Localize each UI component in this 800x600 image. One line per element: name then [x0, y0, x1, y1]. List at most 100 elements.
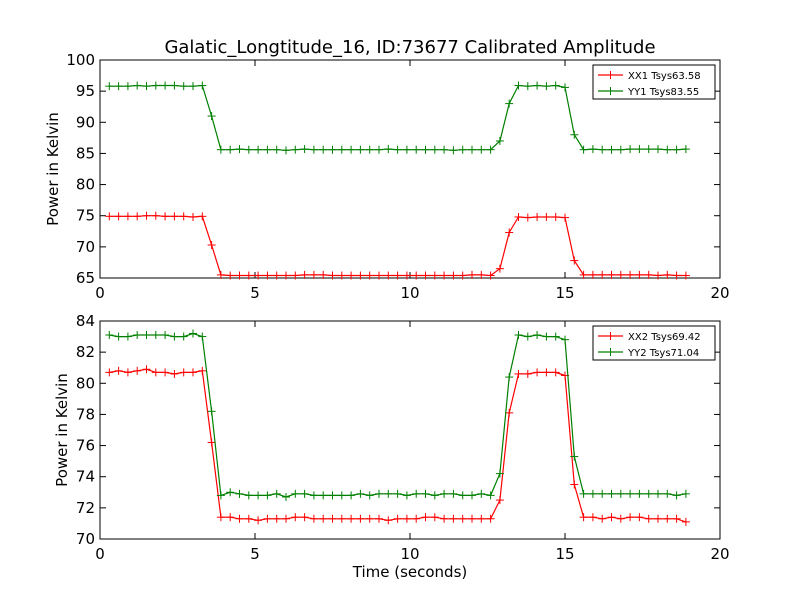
data-point [319, 491, 328, 500]
data-point [179, 332, 188, 341]
data-point [300, 489, 309, 498]
data-point [254, 145, 263, 154]
data-point [421, 513, 430, 522]
data-point [579, 489, 588, 498]
data-point [198, 81, 207, 90]
data-point [495, 469, 504, 478]
data-point [375, 145, 383, 154]
data-point [598, 489, 607, 498]
data-point [198, 332, 207, 341]
data-point [244, 514, 253, 523]
legend-item: XX2 Tsys69.42 [598, 332, 701, 343]
data-point [533, 331, 542, 340]
data-point [384, 145, 393, 154]
data-point [579, 270, 588, 279]
data-point [207, 438, 216, 447]
data-point [495, 496, 504, 505]
data-point [375, 271, 383, 280]
data-point [161, 368, 170, 377]
data-point [477, 514, 486, 523]
data-point [105, 82, 114, 91]
data-point [161, 331, 170, 340]
data-point [226, 513, 235, 522]
data-point [375, 514, 383, 523]
x-tick-label: 15 [555, 284, 574, 302]
data-point [309, 270, 318, 279]
data-point [421, 489, 430, 498]
data-point [663, 145, 672, 154]
data-point [319, 514, 328, 523]
data-point [356, 271, 365, 280]
data-point [151, 81, 160, 90]
data-point [133, 212, 142, 221]
y-tick-label: 72 [76, 499, 95, 517]
data-point [644, 514, 653, 523]
data-point [681, 271, 690, 280]
data-point [588, 270, 597, 279]
data-point [198, 366, 207, 375]
data-point [440, 271, 449, 280]
data-point [449, 489, 458, 498]
data-point [626, 145, 635, 154]
legend-label: XX1 Tsys63.58 [628, 71, 701, 82]
data-point [421, 271, 430, 280]
data-point [542, 368, 551, 377]
y-tick-label: 80 [76, 374, 95, 392]
y-tick-label: 84 [76, 312, 95, 330]
data-point [533, 81, 542, 90]
legend-label: YY1 Tsys83.55 [627, 87, 699, 98]
data-point [523, 82, 532, 91]
data-point [514, 81, 523, 90]
data-point [598, 145, 607, 154]
data-point [672, 145, 681, 154]
data-point [393, 489, 402, 498]
y-tick-label: 95 [76, 82, 95, 100]
data-point [468, 270, 476, 279]
data-point [328, 514, 337, 523]
y-tick-label: 100 [66, 51, 95, 69]
data-point [142, 365, 151, 374]
data-point [189, 329, 197, 338]
data-point [402, 271, 411, 280]
data-point [635, 270, 644, 279]
data-point [254, 271, 263, 280]
data-point [161, 81, 170, 90]
data-point [412, 271, 421, 280]
data-point [505, 99, 514, 108]
x-tick-label: 5 [250, 284, 260, 302]
data-point [542, 82, 551, 91]
data-point [523, 369, 532, 378]
data-point [533, 212, 542, 221]
data-point [319, 270, 328, 279]
data-point [123, 82, 132, 91]
data-point [151, 211, 160, 220]
data-point [235, 145, 244, 154]
data-point [179, 82, 188, 91]
y-tick-label: 78 [76, 405, 95, 423]
x-tick-label: 0 [95, 284, 105, 302]
data-point [523, 332, 532, 341]
data-point [561, 83, 569, 92]
data-point [365, 514, 374, 523]
data-point [495, 136, 504, 145]
data-point [393, 145, 402, 154]
y-axis-label: Power in Kelvin [44, 112, 62, 226]
data-point [644, 489, 653, 498]
data-point [412, 514, 421, 523]
data-point [300, 270, 309, 279]
data-point [663, 489, 672, 498]
data-point [337, 491, 346, 500]
data-point [607, 270, 616, 279]
data-point [123, 332, 132, 341]
data-point [170, 369, 179, 378]
data-point [616, 514, 625, 523]
data-point [644, 270, 653, 279]
data-point [486, 145, 495, 154]
data-point [626, 489, 635, 498]
data-point [412, 489, 421, 498]
data-point [384, 271, 393, 280]
data-point [663, 514, 672, 523]
data-point [123, 368, 132, 377]
data-point [347, 491, 356, 500]
data-point [626, 270, 635, 279]
